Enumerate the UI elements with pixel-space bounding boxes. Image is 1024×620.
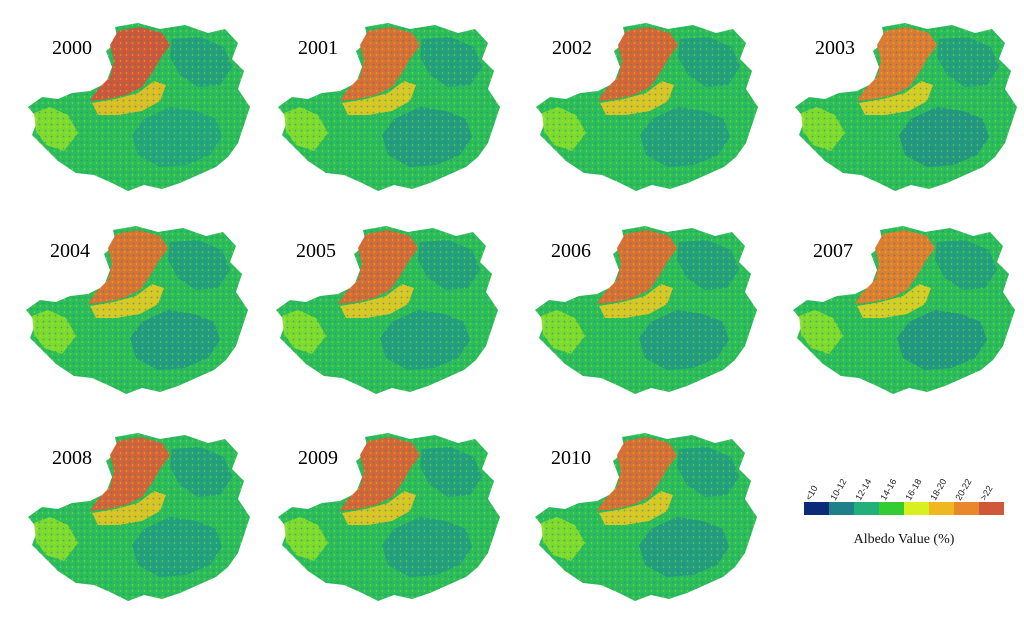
legend-ticks: <10 10-12 12-14 14-16 16-18 18-20 20-22 >22 <box>803 477 1004 502</box>
albedo-map-2001: 2001 <box>270 15 505 210</box>
legend-title: Albedo Value (%) <box>853 532 955 547</box>
legend-tick-label: >22 <box>978 483 995 502</box>
surface-texture <box>28 433 250 601</box>
albedo-map-graphic <box>278 23 500 191</box>
legend-tick-label: 10-12 <box>828 477 849 502</box>
albedo-map-2004: 2004 <box>18 218 253 413</box>
legend-swatch <box>804 502 829 515</box>
legend-swatch <box>979 502 1004 515</box>
surface-texture <box>535 433 757 601</box>
albedo-map-graphic <box>28 433 250 601</box>
legend-tick-label: 20-22 <box>953 477 974 502</box>
albedo-map-graphic <box>535 433 757 601</box>
albedo-map-graphic <box>795 23 1017 191</box>
albedo-map-graphic <box>535 226 757 394</box>
year-label: 2007 <box>813 240 853 262</box>
albedo-map-2010: 2010 <box>527 425 762 620</box>
legend-swatch <box>929 502 954 515</box>
year-label: 2002 <box>552 37 592 59</box>
albedo-map-2008: 2008 <box>20 425 255 620</box>
year-label: 2003 <box>815 37 855 59</box>
surface-texture <box>278 23 500 191</box>
albedo-map-2003: 2003 <box>787 15 1022 210</box>
year-label: 2001 <box>298 37 338 59</box>
surface-texture <box>278 433 500 601</box>
surface-texture <box>536 23 758 191</box>
legend-tick-label: 14-16 <box>878 477 899 502</box>
surface-texture <box>26 226 248 394</box>
albedo-map-2000: 2000 <box>20 15 255 210</box>
albedo-map-graphic <box>793 226 1015 394</box>
year-label: 2008 <box>52 447 92 469</box>
albedo-map-graphic <box>26 226 248 394</box>
year-label: 2005 <box>296 240 336 262</box>
albedo-map-2006: 2006 <box>527 218 762 413</box>
legend-swatch <box>879 502 904 515</box>
legend-color-bar <box>804 502 1004 515</box>
surface-texture <box>795 23 1017 191</box>
albedo-map-2007: 2007 <box>785 218 1020 413</box>
legend-tick-label: 12-14 <box>853 477 874 502</box>
year-label: 2006 <box>551 240 591 262</box>
year-label: 2000 <box>52 37 92 59</box>
legend-swatch <box>854 502 879 515</box>
year-label: 2010 <box>551 447 591 469</box>
albedo-map-graphic <box>28 23 250 191</box>
surface-texture <box>793 226 1015 394</box>
albedo-map-2009: 2009 <box>270 425 505 620</box>
surface-texture <box>535 226 757 394</box>
year-label: 2004 <box>50 240 90 262</box>
albedo-map-2002: 2002 <box>528 15 763 210</box>
albedo-map-2005: 2005 <box>268 218 503 413</box>
albedo-map-graphic <box>278 433 500 601</box>
albedo-map-graphic <box>276 226 498 394</box>
legend: <10 10-12 12-14 14-16 16-18 18-20 20-22 >22 Alb… <box>803 477 1004 558</box>
legend-swatch <box>829 502 854 515</box>
surface-texture <box>276 226 498 394</box>
year-label: 2009 <box>298 447 338 469</box>
albedo-map-graphic <box>536 23 758 191</box>
legend-swatch <box>954 502 979 515</box>
legend-tick-label: 18-20 <box>928 477 949 502</box>
legend-tick-label: <10 <box>803 483 820 502</box>
legend-swatch <box>904 502 929 515</box>
legend-tick-label: 16-18 <box>903 477 924 502</box>
surface-texture <box>28 23 250 191</box>
